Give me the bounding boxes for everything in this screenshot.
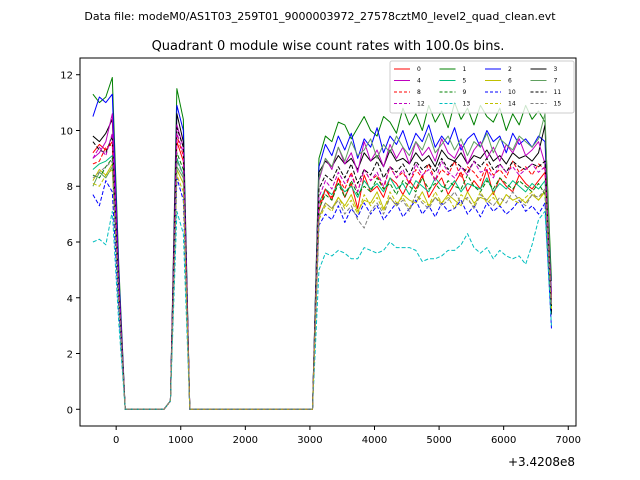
x-tick-label: 0	[113, 435, 119, 446]
y-axis: 0 2 4 6 8 10 12	[60, 71, 80, 416]
x-tick-label: 4000	[362, 435, 387, 446]
x-tick-label: 3000	[297, 435, 322, 446]
legend-box	[389, 60, 575, 114]
legend-label-10: 10	[508, 89, 516, 96]
x-tick-label: 1000	[168, 435, 193, 446]
legend-label-13: 13	[463, 101, 471, 108]
legend-label-6: 6	[508, 78, 512, 85]
legend-label-9: 9	[463, 89, 467, 96]
x-tick-label: 7000	[556, 435, 581, 446]
series-line-14	[92, 169, 552, 410]
y-tick-label: 0	[67, 405, 73, 416]
legend-label-15: 15	[554, 101, 562, 108]
legend-label-1: 1	[463, 66, 467, 73]
y-tick-label: 8	[67, 182, 73, 193]
legend-label-7: 7	[554, 78, 558, 85]
x-tick-label: 6000	[491, 435, 516, 446]
y-tick-label: 12	[60, 71, 73, 82]
x-tick-label: 5000	[426, 435, 451, 446]
y-tick-label: 2	[67, 350, 73, 361]
legend-label-11: 11	[554, 89, 562, 96]
series-line-15	[92, 160, 552, 410]
legend-label-5: 5	[463, 78, 467, 85]
figure-suptitle: Data file: modeM0/AS1T03_259T01_90000039…	[84, 10, 556, 23]
x-axis: 0 1000 2000 3000 4000 5000 6000 7000	[113, 426, 581, 446]
series-line-12	[92, 132, 552, 410]
legend-label-2: 2	[508, 66, 512, 73]
x-tick-label: 2000	[233, 435, 258, 446]
legend-label-8: 8	[417, 89, 421, 96]
chart-title: Quadrant 0 module wise count rates with …	[152, 39, 505, 54]
y-tick-label: 10	[60, 126, 73, 137]
legend-label-12: 12	[417, 101, 425, 108]
legend-label-14: 14	[508, 101, 516, 108]
plot-lines	[92, 77, 552, 410]
y-tick-label: 4	[67, 294, 73, 305]
legend-label-3: 3	[554, 66, 558, 73]
legend-label-4: 4	[417, 78, 421, 85]
x-offset-label: +3.4208e8	[508, 455, 575, 469]
legend-label-0: 0	[417, 66, 421, 73]
series-line-10	[92, 177, 552, 410]
y-tick-label: 6	[67, 238, 73, 249]
